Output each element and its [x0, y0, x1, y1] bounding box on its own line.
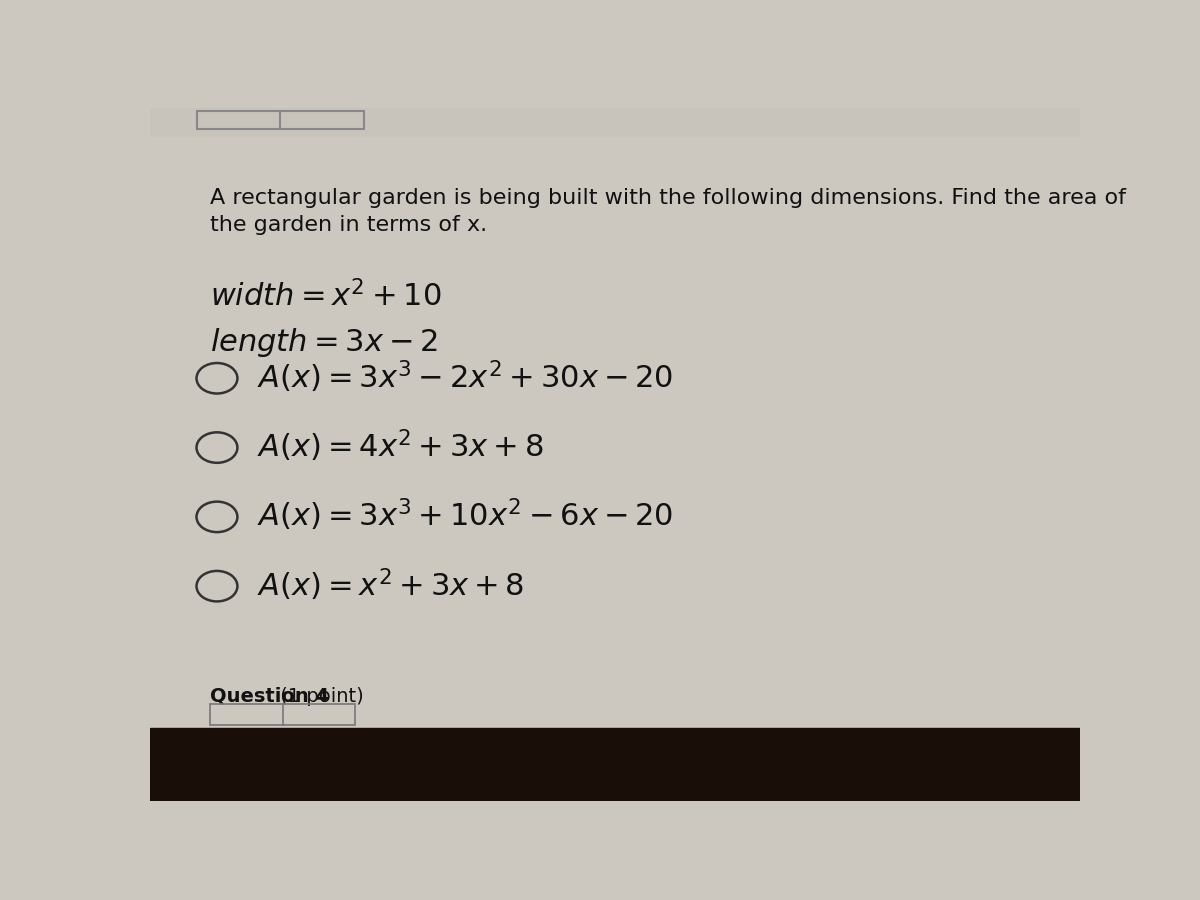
Text: $A(x) = 4x^2 + 3x + 8$: $A(x) = 4x^2 + 3x + 8$ — [257, 428, 544, 464]
Text: $A(x) = 3x^3 + 10x^2 - 6x - 20$: $A(x) = 3x^3 + 10x^2 - 6x - 20$ — [257, 497, 673, 534]
Text: (1 point): (1 point) — [274, 687, 364, 706]
Text: $\mathit{length} = 3x - 2$: $\mathit{length} = 3x - 2$ — [210, 327, 438, 359]
Bar — [150, 728, 1080, 801]
Text: $A(x) = x^2 + 3x + 8$: $A(x) = x^2 + 3x + 8$ — [257, 566, 524, 603]
Text: $A(x) = 3x^3 - 2x^2 + 30x - 20$: $A(x) = 3x^3 - 2x^2 + 30x - 20$ — [257, 358, 673, 395]
Text: A rectangular garden is being built with the following dimensions. Find the area: A rectangular garden is being built with… — [210, 188, 1127, 208]
Bar — [210, 704, 355, 725]
Bar — [150, 108, 1080, 136]
Text: Question 4: Question 4 — [210, 687, 330, 706]
Text: the garden in terms of x.: the garden in terms of x. — [210, 215, 487, 236]
Text: $\mathit{width} = x^2 + 10$: $\mathit{width} = x^2 + 10$ — [210, 281, 442, 314]
Bar — [197, 112, 364, 129]
